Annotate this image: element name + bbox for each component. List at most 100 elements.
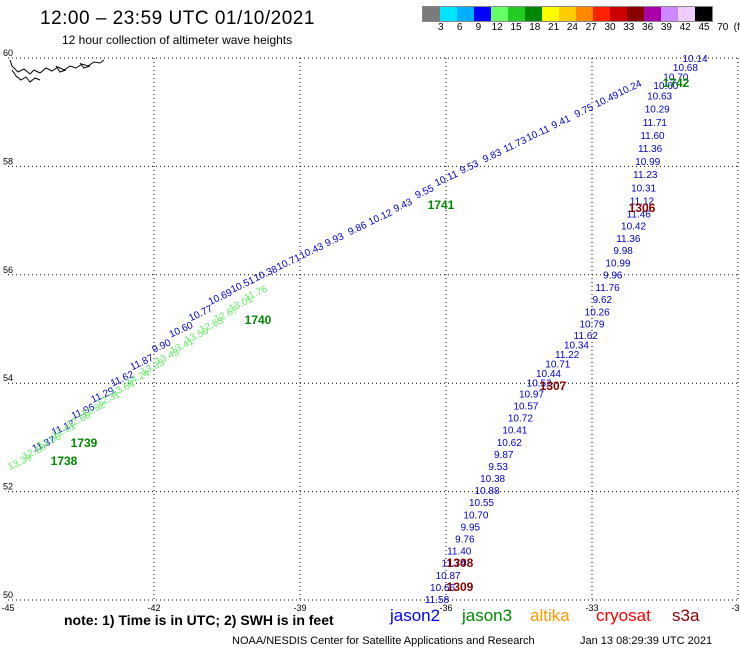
color-scale-tick: 33 <box>623 22 635 33</box>
swh-value: 10.66 <box>430 583 455 594</box>
color-swatch <box>593 7 610 21</box>
page-subtitle: 12 hour collection of altimeter wave hei… <box>62 33 293 47</box>
swh-value: 11.40 <box>447 547 472 558</box>
swh-value: 13.39 <box>6 452 34 473</box>
swh-value: 9.95 <box>461 522 481 533</box>
lon-tick-label: -39 <box>293 603 306 613</box>
footer-credit: NOAA/NESDIS Center for Satellite Applica… <box>232 635 535 647</box>
swh-value: 10.24 <box>616 78 644 99</box>
color-swatch <box>491 7 508 21</box>
swh-value: 10.38 <box>252 264 280 285</box>
swh-value: 11.62 <box>574 331 599 342</box>
color-swatch <box>610 7 627 21</box>
satellite-legend-jason2: jason2 <box>390 606 441 625</box>
color-swatch <box>525 7 542 21</box>
swh-value: 11.46 <box>627 209 652 220</box>
pass-number: 1739 <box>71 436 98 450</box>
swh-value: 11.74 <box>442 559 467 570</box>
pass-number: 1309 <box>447 580 474 594</box>
swh-value: 9.53 <box>488 462 508 473</box>
lat-tick-label: 50 <box>3 590 13 600</box>
color-swatch <box>457 7 474 21</box>
swh-value: 10.68 <box>673 63 698 74</box>
swh-value: 10.38 <box>480 474 505 485</box>
color-scale-unit: (ft) <box>733 22 740 33</box>
footer-timestamp: Jan 13 08:29:39 UTC 2021 <box>580 635 713 647</box>
color-scale-bar <box>422 6 713 22</box>
swh-value: 10.31 <box>631 183 656 194</box>
swh-value: 11.71 <box>643 118 668 129</box>
swh-value: 11.73 <box>502 135 529 155</box>
swh-value: 10.49 <box>593 90 621 111</box>
swh-value: 10.44 <box>536 369 561 380</box>
swh-value: 10.26 <box>585 307 610 318</box>
color-scale-tick: 18 <box>529 22 541 33</box>
swh-value: 10.70 <box>663 72 688 83</box>
satellite-legend-cryosat: cryosat <box>596 606 651 625</box>
color-swatch <box>542 7 559 21</box>
swh-value: 10.52 <box>527 379 552 390</box>
satellite-legend-jason3: jason3 <box>462 606 513 625</box>
color-swatch <box>661 7 678 21</box>
swh-value: 11.12 <box>630 197 655 208</box>
lat-tick-label: 60 <box>3 48 13 58</box>
swh-value: 10.87 <box>436 571 461 582</box>
color-swatch <box>474 7 491 21</box>
swh-value: 10.99 <box>605 258 630 269</box>
color-scale-tick: 12 <box>491 22 503 33</box>
color-scale-tick: 9 <box>475 22 482 33</box>
swh-value: 10.43 <box>298 241 326 262</box>
color-scale-tick: 36 <box>642 22 654 33</box>
pass-number: 1738 <box>51 454 78 468</box>
map-grid <box>8 57 739 601</box>
color-swatch <box>576 7 593 21</box>
swh-value: 10.12 <box>367 207 395 228</box>
footer-note: note: 1) Time is in UTC; 2) SWH is in fe… <box>64 612 334 628</box>
color-swatch <box>627 7 644 21</box>
swh-value: 10.63 <box>647 92 672 103</box>
page-title: 12:00 – 23:59 UTC 01/10/2021 <box>40 8 315 29</box>
swh-value: 10.41 <box>502 426 527 437</box>
color-scale-tick: 15 <box>510 22 522 33</box>
swh-value: 10.88 <box>475 486 500 497</box>
color-swatch <box>644 7 661 21</box>
swh-value: 9.62 <box>593 295 613 306</box>
satellite-legend-altika: altika <box>530 606 570 625</box>
swh-value: 10.71 <box>545 360 570 371</box>
swh-value: 11.76 <box>595 283 620 294</box>
color-scale-tick: 6 <box>456 22 463 33</box>
color-scale-tick: 70 <box>717 22 729 33</box>
swh-value: 9.41 <box>550 113 573 131</box>
lon-tick-label: -42 <box>147 603 160 613</box>
swh-value: 10.62 <box>497 438 522 449</box>
lon-tick-label: -30 <box>731 603 740 613</box>
color-swatch <box>559 7 576 21</box>
color-swatch <box>508 7 525 21</box>
swh-value: 11.36 <box>616 234 641 245</box>
swh-value: 11.22 <box>555 350 580 361</box>
swh-value: 9.87 <box>494 450 514 461</box>
color-scale-tick: 39 <box>660 22 672 33</box>
pass-number: 1308 <box>447 556 474 570</box>
pass-number: 1741 <box>428 198 455 212</box>
track-jason2: 10.1410.6810.7010.6010.6310.2911.7111.60… <box>425 54 708 606</box>
swh-value: 9.76 <box>455 535 475 546</box>
color-scale-tick: 42 <box>679 22 691 33</box>
swh-value: 9.93 <box>324 231 347 249</box>
axis-labels: -45 -42 -39 -36 -33 -30 60 58 56 54 52 50 <box>1 48 740 613</box>
lat-tick-label: 56 <box>3 265 13 275</box>
swh-value: 9.98 <box>613 246 633 257</box>
track-jason2: 10.2410.499.759.4110.1111.739.839.5310.1… <box>31 78 644 455</box>
lon-tick-label: -45 <box>1 603 14 613</box>
swh-value: 10.55 <box>469 498 494 509</box>
lat-tick-label: 52 <box>3 482 13 492</box>
swh-value: 9.83 <box>481 147 504 165</box>
swh-value: 10.42 <box>621 222 646 233</box>
swh-value: 9.75 <box>573 102 596 120</box>
swh-value: 9.86 <box>346 220 369 238</box>
lat-tick-label: 54 <box>3 373 13 383</box>
swh-value: 10.71 <box>275 252 303 273</box>
satellite-legend-s3a: s3a <box>672 606 700 625</box>
